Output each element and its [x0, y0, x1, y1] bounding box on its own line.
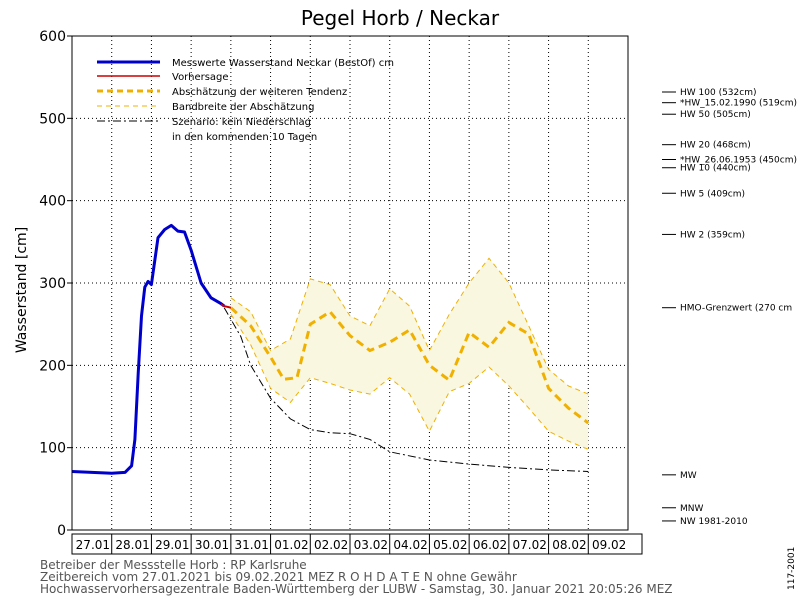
x-tick-label: 05.02 — [433, 538, 467, 552]
y-axis-label: Wasserstand [cm] — [14, 227, 30, 353]
footer-center: Hochwasservorhersagezentrale Baden-Württ… — [40, 582, 673, 596]
plot-area: 0 100 200 300 400 500 600 27.01 28.01 29.01 30.01 3… — [39, 29, 797, 555]
legend-tendency-label: Abschätzung der weiteren Tendenz — [172, 87, 347, 98]
y-tick-label: 600 — [39, 29, 66, 45]
legend-forecast-label: Vorhersage — [172, 72, 229, 83]
y-tick-label: 200 — [39, 358, 66, 374]
reference-level-label: MW — [680, 471, 697, 481]
x-tick-label: 30.01 — [195, 538, 229, 552]
series-scenario — [223, 307, 589, 472]
x-tick-label: 09.02 — [592, 538, 626, 552]
x-tick-label: 07.02 — [513, 538, 547, 552]
reference-level-label: HW 2 (359cm) — [680, 230, 745, 240]
x-tick-label: 02.02 — [314, 538, 348, 552]
reference-level-label: MNW — [680, 504, 703, 514]
x-tick-label: 01.02 — [274, 538, 308, 552]
reference-level-label: HW 10 (440cm) — [680, 164, 751, 174]
series-forecast — [220, 303, 232, 309]
y-tick-label: 300 — [39, 276, 66, 292]
reference-level-label: NW 1981-2010 — [680, 517, 748, 527]
legend-scenario-line2-label: in den kommenden 10 Tagen — [172, 132, 317, 143]
reference-level-label: *HW_15.02.1990 (519cm) — [680, 99, 797, 109]
y-tick-label: 400 — [39, 194, 66, 210]
series-band-upper — [230, 257, 589, 395]
chart-title: Pegel Horb / Neckar — [301, 6, 500, 30]
series-band-lower — [230, 314, 589, 450]
x-tick-label: 31.01 — [235, 538, 269, 552]
x-tick-label: 04.02 — [393, 538, 427, 552]
y-tick-label: 100 — [39, 441, 66, 457]
legend: Messwerte Wasserstand Neckar (BestOf) cm… — [97, 58, 394, 143]
legend-measured-label: Messwerte Wasserstand Neckar (BestOf) cm — [172, 58, 394, 69]
reference-level-label: HW 20 (468cm) — [680, 141, 751, 151]
reference-level-label: *HW_26.06.1953 (450cm) — [680, 156, 797, 166]
y-tick-label: 0 — [57, 523, 66, 539]
footer-time-range: Zeitbereich vom 27.01.2021 bis 09.02.202… — [40, 570, 517, 584]
footer-operator: Betreiber der Messstelle Horb : RP Karls… — [40, 558, 307, 572]
legend-band-label: Bandbreite der Abschätzung — [172, 102, 314, 113]
footer: Betreiber der Messstelle Horb : RP Karls… — [40, 547, 797, 596]
x-tick-label: 27.01 — [76, 538, 110, 552]
legend-scenario-label: Szenario: kein Niederschlag — [172, 117, 311, 128]
plot-frame — [71, 35, 629, 531]
reference-level-label: HW 5 (409cm) — [680, 189, 745, 199]
series-measured — [71, 223, 226, 475]
series-tendency — [229, 306, 590, 425]
x-tick-label: 29.01 — [155, 538, 189, 552]
reference-level-label: HMO-Grenzwert (270 cm — [680, 304, 792, 314]
reference-level-label: HW 50 (505cm) — [680, 110, 751, 120]
x-tick-label: 28.01 — [115, 538, 149, 552]
reference-level-label: HW 100 (532cm) — [680, 88, 756, 98]
series-band-fill — [230, 258, 589, 450]
y-tick-label: 500 — [39, 111, 66, 127]
side-code: 117-2001 — [787, 547, 797, 590]
x-tick-label: 06.02 — [473, 538, 507, 552]
x-axis-strip — [71, 533, 643, 555]
x-tick-label: 03.02 — [354, 538, 388, 552]
x-tick-label: 08.02 — [552, 538, 586, 552]
